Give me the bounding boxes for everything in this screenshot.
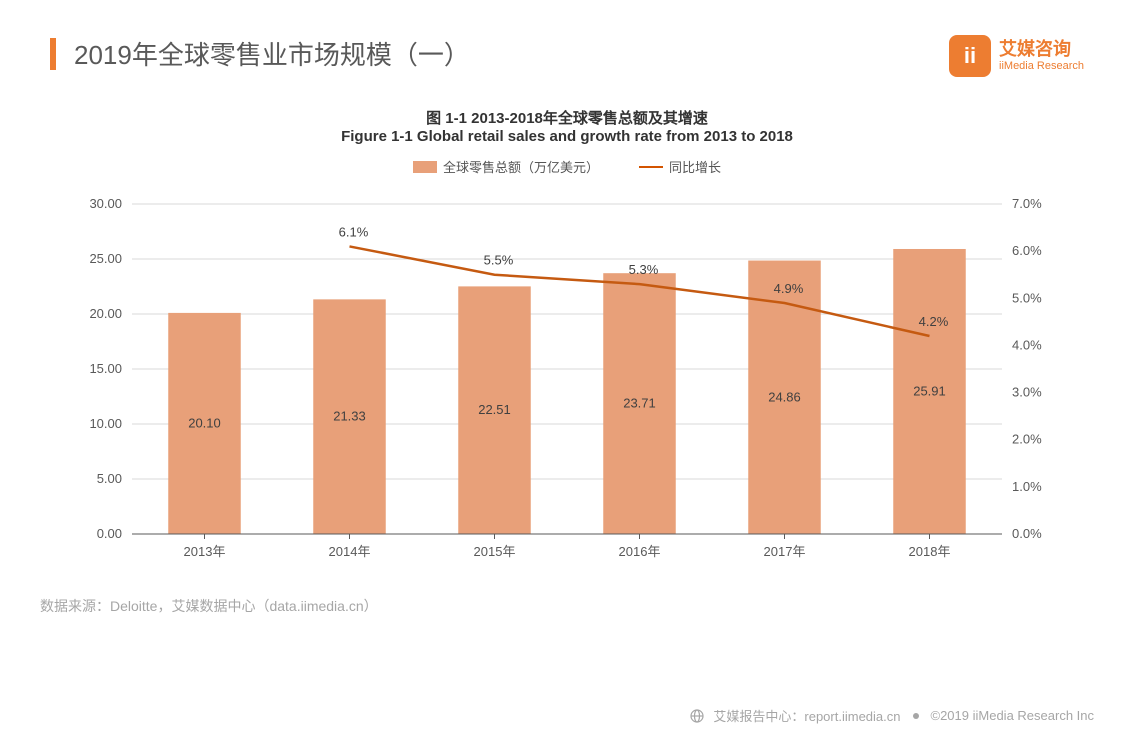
svg-text:21.33: 21.33 — [333, 409, 366, 424]
svg-text:23.71: 23.71 — [623, 396, 656, 411]
chart-title: 图 1-1 2013-2018年全球零售总额及其增速 Figure 1-1 Gl… — [60, 107, 1074, 145]
legend-line-swatch — [639, 166, 663, 168]
svg-text:4.9%: 4.9% — [774, 281, 804, 296]
svg-text:0.0%: 0.0% — [1012, 526, 1042, 541]
logo-icon: ii — [949, 35, 991, 77]
chart-area: 图 1-1 2013-2018年全球零售总额及其增速 Figure 1-1 Gl… — [0, 97, 1134, 584]
svg-text:5.3%: 5.3% — [629, 262, 659, 277]
svg-text:2013年: 2013年 — [184, 544, 226, 559]
svg-text:6.0%: 6.0% — [1012, 243, 1042, 258]
footer: 艾媒报告中心：report.iimedia.cn ©2019 iiMedia R… — [689, 706, 1094, 725]
svg-text:2014年: 2014年 — [329, 544, 371, 559]
footer-right: ©2019 iiMedia Research Inc — [931, 708, 1095, 723]
svg-text:1.0%: 1.0% — [1012, 479, 1042, 494]
legend-bar-swatch — [413, 161, 437, 173]
svg-text:7.0%: 7.0% — [1012, 196, 1042, 211]
logo: ii 艾媒咨询 iiMedia Research — [949, 35, 1084, 77]
svg-text:2016年: 2016年 — [619, 544, 661, 559]
svg-text:3.0%: 3.0% — [1012, 385, 1042, 400]
svg-text:30.00: 30.00 — [89, 196, 122, 211]
svg-text:4.2%: 4.2% — [919, 314, 949, 329]
legend-bar-item: 全球零售总额（万亿美元） — [413, 157, 599, 176]
globe-icon — [689, 708, 705, 724]
accent-bar — [50, 38, 56, 70]
svg-text:20.10: 20.10 — [188, 415, 221, 430]
logo-cn: 艾媒咨询 — [999, 40, 1084, 60]
data-source: 数据来源：Deloitte，艾媒数据中心（data.iimedia.cn） — [0, 596, 1134, 616]
svg-text:2018年: 2018年 — [909, 544, 951, 559]
svg-text:25.00: 25.00 — [89, 251, 122, 266]
svg-text:2015年: 2015年 — [474, 544, 516, 559]
svg-text:25.91: 25.91 — [913, 383, 946, 398]
svg-text:6.1%: 6.1% — [339, 224, 369, 239]
svg-text:5.5%: 5.5% — [484, 253, 514, 268]
svg-text:10.00: 10.00 — [89, 416, 122, 431]
svg-text:20.00: 20.00 — [89, 306, 122, 321]
svg-text:5.0%: 5.0% — [1012, 290, 1042, 305]
svg-text:2017年: 2017年 — [764, 544, 806, 559]
svg-text:15.00: 15.00 — [89, 361, 122, 376]
title-wrap: 2019年全球零售业市场规模（一） — [50, 35, 470, 72]
legend-line-label: 同比增长 — [669, 157, 721, 176]
chart-title-cn: 图 1-1 2013-2018年全球零售总额及其增速 — [60, 107, 1074, 128]
chart-svg: 0.00 5.00 10.00 15.00 20.00 25.00 30.00 0.0% 1.0… — [62, 184, 1072, 584]
legend: 全球零售总额（万亿美元） 同比增长 — [60, 157, 1074, 176]
svg-text:2.0%: 2.0% — [1012, 432, 1042, 447]
logo-en: iiMedia Research — [999, 60, 1084, 72]
header: 2019年全球零售业市场规模（一） ii 艾媒咨询 iiMedia Resear… — [0, 0, 1134, 97]
footer-dot — [913, 713, 919, 719]
chart-title-en: Figure 1-1 Global retail sales and growt… — [60, 128, 1074, 145]
svg-text:22.51: 22.51 — [478, 402, 511, 417]
legend-bar-label: 全球零售总额（万亿美元） — [443, 157, 599, 176]
svg-text:0.00: 0.00 — [97, 526, 122, 541]
footer-left: 艾媒报告中心：report.iimedia.cn — [713, 706, 900, 725]
logo-text: 艾媒咨询 iiMedia Research — [999, 40, 1084, 72]
svg-text:24.86: 24.86 — [768, 389, 801, 404]
svg-text:5.00: 5.00 — [97, 471, 122, 486]
page-title: 2019年全球零售业市场规模（一） — [74, 35, 470, 72]
legend-line-item: 同比增长 — [639, 157, 721, 176]
svg-text:4.0%: 4.0% — [1012, 337, 1042, 352]
